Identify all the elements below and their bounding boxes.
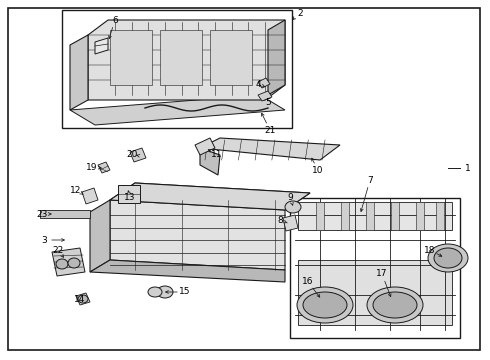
Text: 16: 16	[302, 278, 314, 287]
Text: 3: 3	[41, 235, 47, 244]
Polygon shape	[98, 162, 110, 173]
Polygon shape	[70, 35, 88, 110]
Ellipse shape	[428, 244, 468, 272]
Text: 17: 17	[376, 270, 388, 279]
Ellipse shape	[78, 295, 88, 303]
Text: 14: 14	[74, 296, 86, 305]
Text: 7: 7	[367, 176, 373, 185]
Polygon shape	[316, 202, 324, 230]
Text: 5: 5	[265, 98, 271, 107]
Polygon shape	[110, 183, 310, 210]
Ellipse shape	[68, 258, 80, 268]
Text: 4: 4	[255, 80, 261, 89]
Ellipse shape	[157, 286, 173, 298]
Polygon shape	[200, 138, 340, 160]
Bar	[210, 30, 252, 85]
Ellipse shape	[297, 287, 353, 323]
Text: 2: 2	[297, 9, 303, 18]
Text: 12: 12	[70, 185, 82, 194]
Bar	[160, 30, 202, 85]
Bar	[290, 198, 460, 338]
Polygon shape	[110, 183, 310, 210]
Polygon shape	[436, 202, 444, 230]
Polygon shape	[298, 260, 452, 325]
Text: 1: 1	[465, 163, 471, 172]
Polygon shape	[341, 202, 349, 230]
Ellipse shape	[367, 287, 423, 323]
Polygon shape	[130, 148, 146, 162]
Ellipse shape	[56, 259, 68, 269]
Polygon shape	[298, 202, 452, 230]
Polygon shape	[416, 202, 424, 230]
Text: 22: 22	[52, 246, 64, 255]
Polygon shape	[52, 248, 85, 276]
Text: 18: 18	[424, 246, 436, 255]
Text: 13: 13	[124, 193, 136, 202]
Text: 9: 9	[287, 193, 293, 202]
Polygon shape	[95, 38, 108, 54]
Text: 21: 21	[264, 126, 276, 135]
Polygon shape	[70, 95, 285, 125]
Polygon shape	[88, 20, 285, 100]
Text: 23: 23	[36, 210, 48, 219]
Polygon shape	[258, 91, 272, 101]
Text: 15: 15	[179, 288, 191, 297]
Polygon shape	[268, 20, 285, 95]
Bar	[110, 30, 152, 85]
Text: 19: 19	[86, 162, 98, 171]
Polygon shape	[366, 202, 374, 230]
Ellipse shape	[434, 248, 462, 268]
Text: 20: 20	[126, 149, 138, 158]
Polygon shape	[195, 138, 215, 155]
Ellipse shape	[303, 292, 347, 318]
Polygon shape	[82, 188, 98, 204]
Bar	[62, 10, 292, 128]
Text: 11: 11	[211, 149, 223, 158]
Polygon shape	[76, 293, 90, 305]
Polygon shape	[258, 78, 270, 88]
Polygon shape	[90, 200, 110, 272]
Polygon shape	[90, 260, 285, 282]
Text: 6: 6	[112, 15, 118, 24]
Polygon shape	[391, 202, 399, 230]
Bar	[118, 185, 140, 203]
Ellipse shape	[285, 201, 301, 213]
Ellipse shape	[148, 287, 162, 297]
Ellipse shape	[373, 292, 417, 318]
Polygon shape	[200, 148, 220, 175]
Polygon shape	[110, 200, 285, 270]
Polygon shape	[283, 215, 298, 231]
Bar	[40, 210, 90, 218]
Text: 10: 10	[312, 166, 324, 175]
Text: 8: 8	[277, 216, 283, 225]
